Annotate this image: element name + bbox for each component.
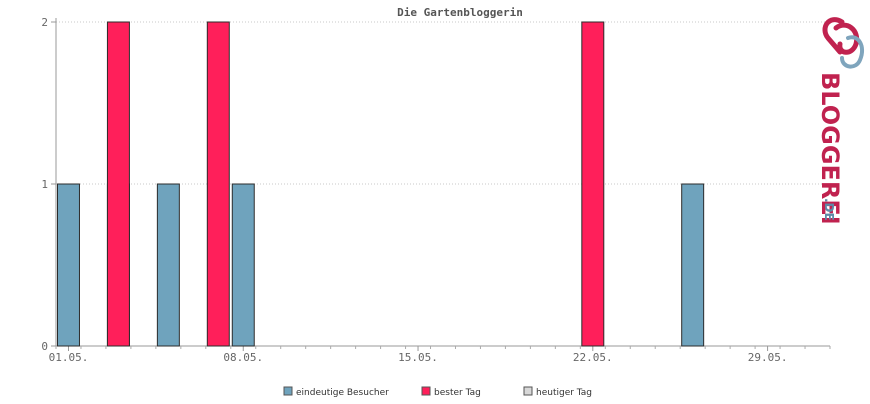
bar	[681, 183, 705, 347]
brand-logo: BLOGGEREI .DE	[816, 17, 865, 225]
y-tick-label: 0	[41, 340, 48, 353]
bar-layer	[56, 21, 705, 347]
legend: eindeutige Besucher bester Tag heutiger Ta…	[283, 386, 592, 398]
chart-title: Die Gartenbloggerin	[397, 6, 523, 19]
legend-label: eindeutige Besucher	[296, 388, 389, 398]
x-tick-label: 22.05.	[573, 351, 613, 364]
legend-swatch	[283, 386, 293, 396]
bar	[56, 183, 80, 347]
legend-label: heutiger Tag	[536, 388, 592, 398]
bar	[206, 21, 230, 347]
brand-name: BLOGGEREI	[816, 72, 844, 225]
brand-suffix: .DE	[822, 198, 836, 221]
y-tick-label: 1	[41, 178, 48, 191]
x-tick-label: 15.05.	[398, 351, 438, 364]
bar	[106, 21, 130, 347]
y-tick-label: 2	[41, 16, 48, 29]
bar	[156, 183, 180, 347]
legend-swatch	[523, 386, 533, 396]
legend-label: bester Tag	[434, 388, 481, 398]
bar	[231, 183, 255, 347]
x-tick-label: 01.05.	[49, 351, 89, 364]
legend-swatch	[421, 386, 431, 396]
axis-layer: 0 1 2 01.05. 08.05. 15.05. 22.05. 29.05.	[41, 16, 831, 364]
x-tick-label: 08.05.	[223, 351, 263, 364]
x-tick-label: 29.05.	[748, 351, 788, 364]
grid-layer	[56, 21, 830, 185]
bar	[581, 21, 605, 347]
bloggerei-logo-icon	[822, 17, 865, 69]
